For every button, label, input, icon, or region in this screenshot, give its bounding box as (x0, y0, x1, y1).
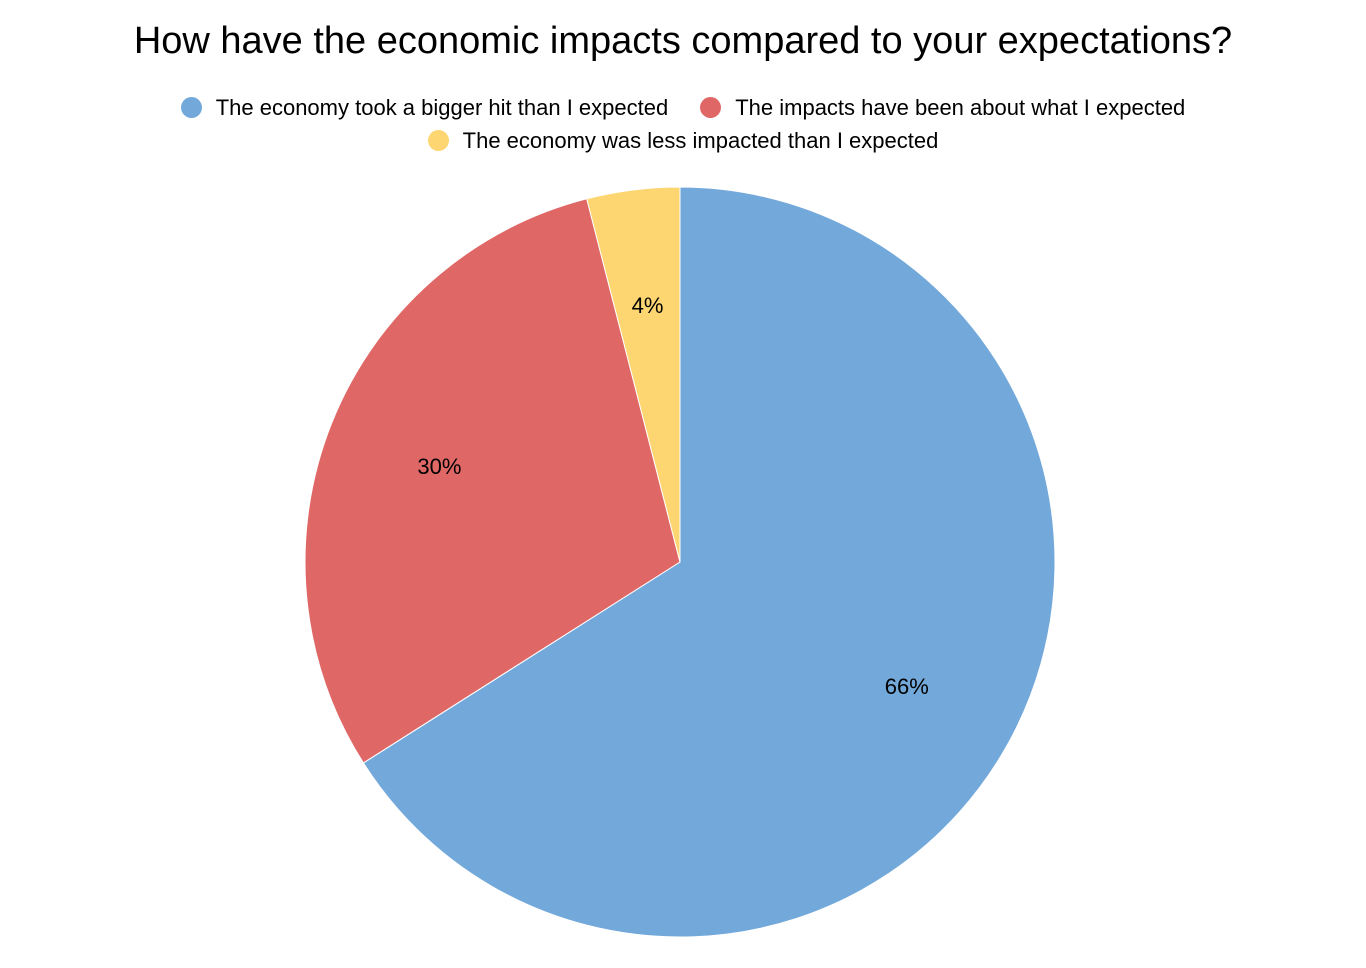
legend-row-2: The economy was less impacted than I exp… (0, 124, 1366, 157)
pie-slice-labels: 66% 30% 4% (417, 293, 928, 699)
legend-item-bigger-hit[interactable]: The economy took a bigger hit than I exp… (180, 91, 669, 124)
legend-label-bigger-hit: The economy took a bigger hit than I exp… (215, 95, 669, 120)
legend-swatch-bigger-hit-icon (180, 97, 202, 118)
chart-title: How have the economic impacts compared t… (133, 20, 1233, 62)
legend-label-less-impacted: The economy was less impacted than I exp… (462, 128, 939, 153)
pie-slice-as-expected[interactable] (304, 198, 681, 764)
slice-label-as-expected: 30% (417, 454, 461, 479)
slice-label-bigger-hit: 66% (885, 674, 929, 699)
pie-slice-less-impacted[interactable] (586, 186, 681, 563)
legend: The economy took a bigger hit than I exp… (0, 91, 1366, 157)
slice-label-less-impacted: 4% (632, 293, 664, 318)
legend-swatch-as-expected-icon (700, 97, 722, 118)
pie-slice-bigger-hit[interactable] (362, 186, 1056, 938)
legend-item-less-impacted[interactable]: The economy was less impacted than I exp… (427, 124, 939, 157)
pie-slices (304, 186, 1056, 938)
legend-row-1: The economy took a bigger hit than I exp… (0, 91, 1366, 124)
legend-swatch-less-impacted-icon (427, 130, 449, 151)
legend-label-as-expected: The impacts have been about what I expec… (735, 95, 1186, 120)
legend-item-as-expected[interactable]: The impacts have been about what I expec… (700, 91, 1185, 124)
